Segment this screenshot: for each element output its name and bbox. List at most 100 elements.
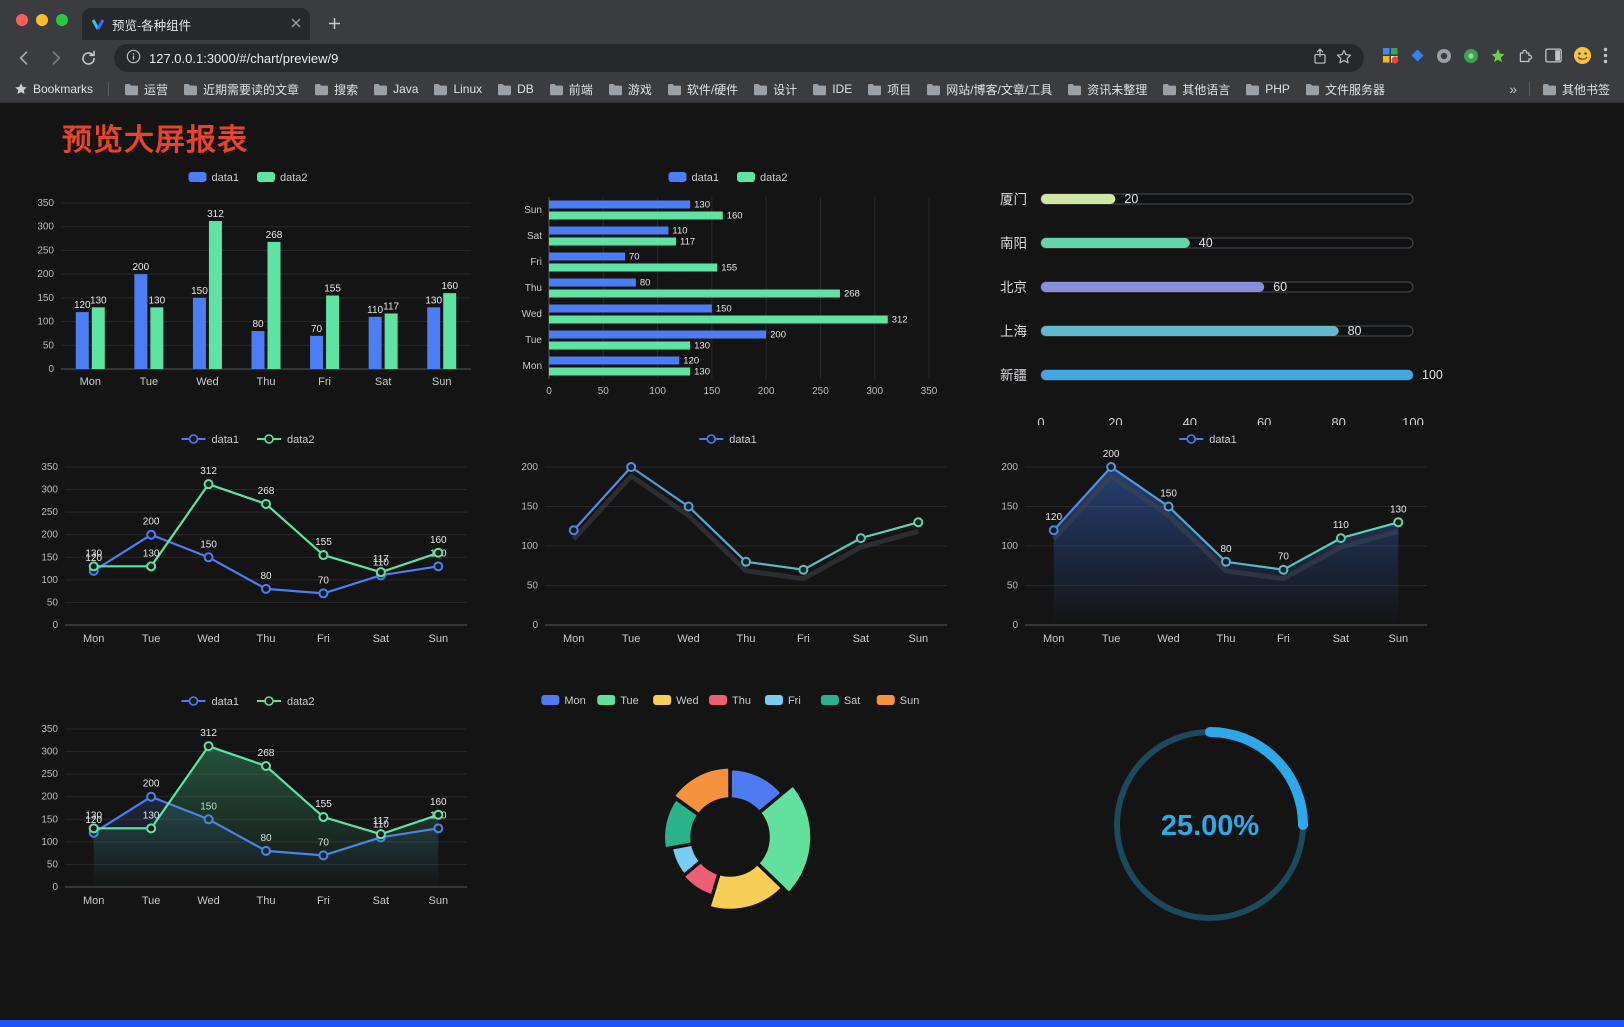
progress-bar-chart[interactable]: 厦门 20 南阳 40 北京 60 上海 80 新疆 100 0 20 40 60 80 100	[970, 163, 1450, 425]
svg-text:155: 155	[315, 799, 332, 810]
close-window-button[interactable]	[16, 14, 28, 26]
area-line-chart-two-series[interactable]: data1 data2 0 50 100 150 200 250 300 350 Mon Tue Wed…	[10, 687, 490, 949]
extensions-puzzle-icon[interactable]	[1517, 47, 1534, 69]
bookmark-folder[interactable]: DB	[497, 82, 534, 96]
svg-text:40: 40	[1199, 236, 1213, 250]
area-line-chart[interactable]: data1 0 50 100 150 200 Mon Tue Wed Thu Fri Sat Sun 12…	[970, 425, 1450, 687]
line-chart-two-series[interactable]: data1 data2 0 50 100 150 200 250 300 350 Mon Tue Wed…	[10, 425, 490, 687]
window-controls	[16, 14, 68, 26]
url-text[interactable]: 127.0.0.1:3000/#/chart/preview/9	[149, 50, 339, 66]
side-panel-icon[interactable]	[1545, 48, 1562, 68]
forward-button[interactable]	[42, 44, 70, 72]
back-button[interactable]	[10, 44, 38, 72]
profile-avatar[interactable]	[1573, 46, 1592, 70]
bookmark-folder[interactable]: 前端	[549, 81, 593, 98]
extension-icon-grid[interactable]	[1382, 47, 1399, 69]
bookmark-folder[interactable]: 运营	[124, 81, 168, 98]
close-tab-icon[interactable]	[291, 17, 301, 31]
svg-text:70: 70	[318, 575, 330, 586]
svg-text:160: 160	[727, 211, 743, 222]
svg-text:130: 130	[90, 295, 107, 306]
bookmark-folder[interactable]: 其他语言	[1162, 81, 1230, 98]
menu-kebab-icon[interactable]	[1603, 47, 1608, 69]
svg-text:50: 50	[47, 859, 59, 870]
extension-icon-green-circle[interactable]	[1463, 48, 1479, 69]
svg-text:Tue: Tue	[1102, 633, 1121, 645]
bar-chart-canvas[interactable]: data1 data2 0 50 100 150 200 250 300 350 Mon Tue Wed…	[15, 163, 485, 425]
gauge-chart[interactable]: 25.00%	[970, 687, 1450, 949]
zoom-window-button[interactable]	[56, 14, 68, 26]
horizontal-bar-chart[interactable]: data1 data2 0 50 100 150 200 250 300 350 Sun 130 160…	[490, 163, 970, 425]
svg-text:data2: data2	[280, 172, 308, 184]
svg-text:Thu: Thu	[257, 895, 276, 907]
svg-text:110: 110	[373, 557, 389, 568]
svg-text:150: 150	[191, 286, 208, 297]
bookmarks-divider	[108, 82, 110, 96]
bookmark-folder[interactable]: Linux	[433, 82, 482, 96]
bookmark-folder[interactable]: 软件/硬件	[667, 81, 738, 98]
horizontal-bar-chart-canvas[interactable]: data1 data2 0 50 100 150 200 250 300 350 Sun 130 160…	[495, 163, 965, 425]
share-icon[interactable]	[1312, 48, 1328, 68]
tab-strip: 预览-各种组件	[0, 0, 1624, 40]
svg-text:100: 100	[1422, 368, 1443, 382]
svg-text:Sun: Sun	[524, 205, 542, 216]
rose-donut-chart-canvas[interactable]: Mon Tue Wed Thu Fri Sat Sun	[495, 687, 965, 949]
chart-grid: data1 data2 0 50 100 150 200 250 300 350 Mon Tue Wed…	[0, 163, 1624, 949]
progress-bar-chart-canvas[interactable]: 厦门 20 南阳 40 北京 60 上海 80 新疆 100 0 20 40 60 80 100	[975, 163, 1445, 425]
address-bar[interactable]: 127.0.0.1:3000/#/chart/preview/9	[114, 44, 1364, 72]
bookmark-folder[interactable]: 项目	[867, 81, 911, 98]
bookmark-folder[interactable]: 文件服务器	[1305, 81, 1385, 98]
bookmark-folder[interactable]: 资讯未整理	[1067, 81, 1147, 98]
gauge-chart-canvas[interactable]: 25.00%	[975, 687, 1445, 949]
svg-text:110: 110	[373, 819, 389, 830]
bookmark-folder-label: 软件/硬件	[686, 82, 739, 97]
bookmark-folder[interactable]: 近期需要读的文章	[183, 81, 299, 98]
svg-text:Wed: Wed	[1157, 633, 1179, 645]
svg-text:100: 100	[41, 575, 58, 586]
svg-text:150: 150	[1160, 489, 1177, 500]
svg-text:250: 250	[41, 507, 58, 518]
extension-icon-gray-circle[interactable]	[1436, 48, 1452, 69]
bookmark-folder[interactable]: PHP	[1245, 82, 1290, 96]
rose-donut-chart[interactable]: Mon Tue Wed Thu Fri Sat Sun	[490, 687, 970, 949]
bookmarks-root[interactable]: Bookmarks	[14, 82, 93, 96]
svg-text:data1: data1	[729, 434, 757, 446]
svg-text:新疆: 新疆	[1000, 368, 1027, 383]
bookmark-folder[interactable]: 游戏	[608, 81, 652, 98]
gradient-line-chart-canvas[interactable]: data1 0 50 100 150 200 Mon Tue Wed Thu Fri Sat Sun	[495, 425, 965, 687]
new-tab-button[interactable]	[320, 9, 348, 37]
svg-text:150: 150	[521, 502, 538, 513]
browser-tab[interactable]: 预览-各种组件	[82, 8, 310, 40]
extension-icon-green-star[interactable]	[1490, 48, 1506, 69]
svg-text:200: 200	[41, 530, 58, 541]
svg-text:0: 0	[1037, 415, 1044, 425]
site-info-icon[interactable]	[126, 49, 141, 67]
svg-text:117: 117	[373, 554, 389, 565]
extension-icon-blue-diamond[interactable]	[1410, 48, 1425, 68]
bookmark-star-icon[interactable]	[1336, 49, 1352, 68]
other-bookmarks-folder[interactable]: 其他书签	[1542, 81, 1610, 98]
svg-text:80: 80	[1348, 324, 1362, 338]
svg-text:300: 300	[37, 222, 54, 233]
line-chart-two-series-canvas[interactable]: data1 data2 0 50 100 150 200 250 300 350 Mon Tue Wed…	[15, 425, 485, 687]
bar-chart[interactable]: data1 data2 0 50 100 150 200 250 300 350 Mon Tue Wed…	[10, 163, 490, 425]
extensions-area	[1376, 46, 1614, 70]
page-title: 预览大屏报表	[62, 124, 248, 157]
bookmark-folder[interactable]: 设计	[753, 81, 797, 98]
minimize-window-button[interactable]	[36, 14, 48, 26]
svg-text:0: 0	[546, 386, 552, 397]
bookmark-folder[interactable]: Java	[373, 82, 418, 96]
bookmark-folder[interactable]: IDE	[812, 82, 852, 96]
svg-text:100: 100	[521, 541, 538, 552]
svg-text:350: 350	[41, 724, 58, 735]
svg-text:Tue: Tue	[142, 633, 161, 645]
area-line-chart-two-series-canvas[interactable]: data1 data2 0 50 100 150 200 250 300 350 Mon Tue Wed…	[15, 687, 485, 949]
gradient-line-chart[interactable]: data1 0 50 100 150 200 Mon Tue Wed Thu Fri Sat Sun	[490, 425, 970, 687]
svg-text:Wed: Wed	[197, 633, 219, 645]
bookmarks-overflow-chevron[interactable]: »	[1509, 81, 1517, 97]
bookmark-folder[interactable]: 搜索	[314, 81, 358, 98]
bookmark-folder[interactable]: 网站/博客/文章/工具	[926, 81, 1052, 98]
area-line-chart-canvas[interactable]: data1 0 50 100 150 200 Mon Tue Wed Thu Fri Sat Sun 12…	[975, 425, 1445, 687]
bookmark-folder-label: 近期需要读的文章	[203, 82, 300, 97]
reload-button[interactable]	[74, 44, 102, 72]
